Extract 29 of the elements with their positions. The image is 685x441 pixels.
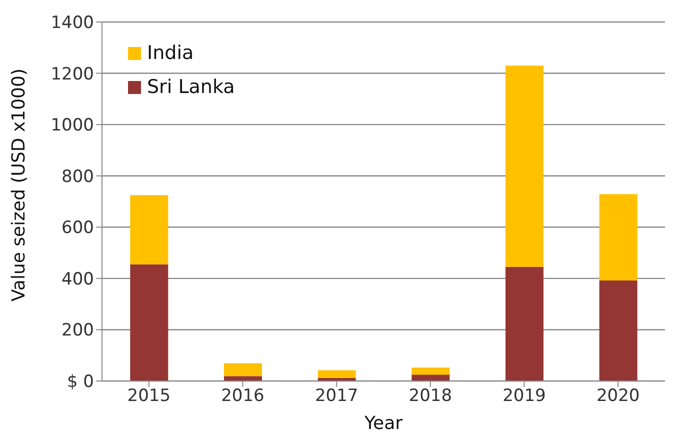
bar xyxy=(412,374,450,381)
y-tick-label: 400 xyxy=(62,269,94,290)
bar xyxy=(505,66,544,267)
bar xyxy=(505,266,544,381)
bar xyxy=(599,194,638,280)
legend-label: Sri Lanka xyxy=(147,76,235,98)
y-tick-label: 1400 xyxy=(50,13,94,34)
y-tick-label: $ 0 xyxy=(66,372,94,392)
x-tick-label: 2015 xyxy=(127,386,171,406)
x-tick-label: 2016 xyxy=(221,386,264,406)
y-tick-label: 800 xyxy=(62,166,94,187)
x-tick-label: 2018 xyxy=(408,386,452,406)
legend-label: India xyxy=(147,42,194,64)
bar xyxy=(224,363,262,376)
x-tick-label: 2017 xyxy=(314,386,358,406)
y-tick-label: 600 xyxy=(62,218,94,238)
bar xyxy=(318,370,356,378)
bar xyxy=(599,280,638,381)
bar xyxy=(130,264,168,381)
bar xyxy=(130,195,168,264)
y-tick-label: 1000 xyxy=(50,116,94,136)
y-axis-title: Value seized (USD x1000) xyxy=(8,68,30,302)
bar xyxy=(412,368,450,375)
x-axis-title: Year xyxy=(363,413,404,434)
bar xyxy=(224,376,262,381)
y-tick-label: 200 xyxy=(62,320,94,341)
x-tick-label: 2019 xyxy=(502,386,546,406)
y-tick-label: 1200 xyxy=(50,64,94,84)
x-tick-label: 2020 xyxy=(596,386,640,406)
